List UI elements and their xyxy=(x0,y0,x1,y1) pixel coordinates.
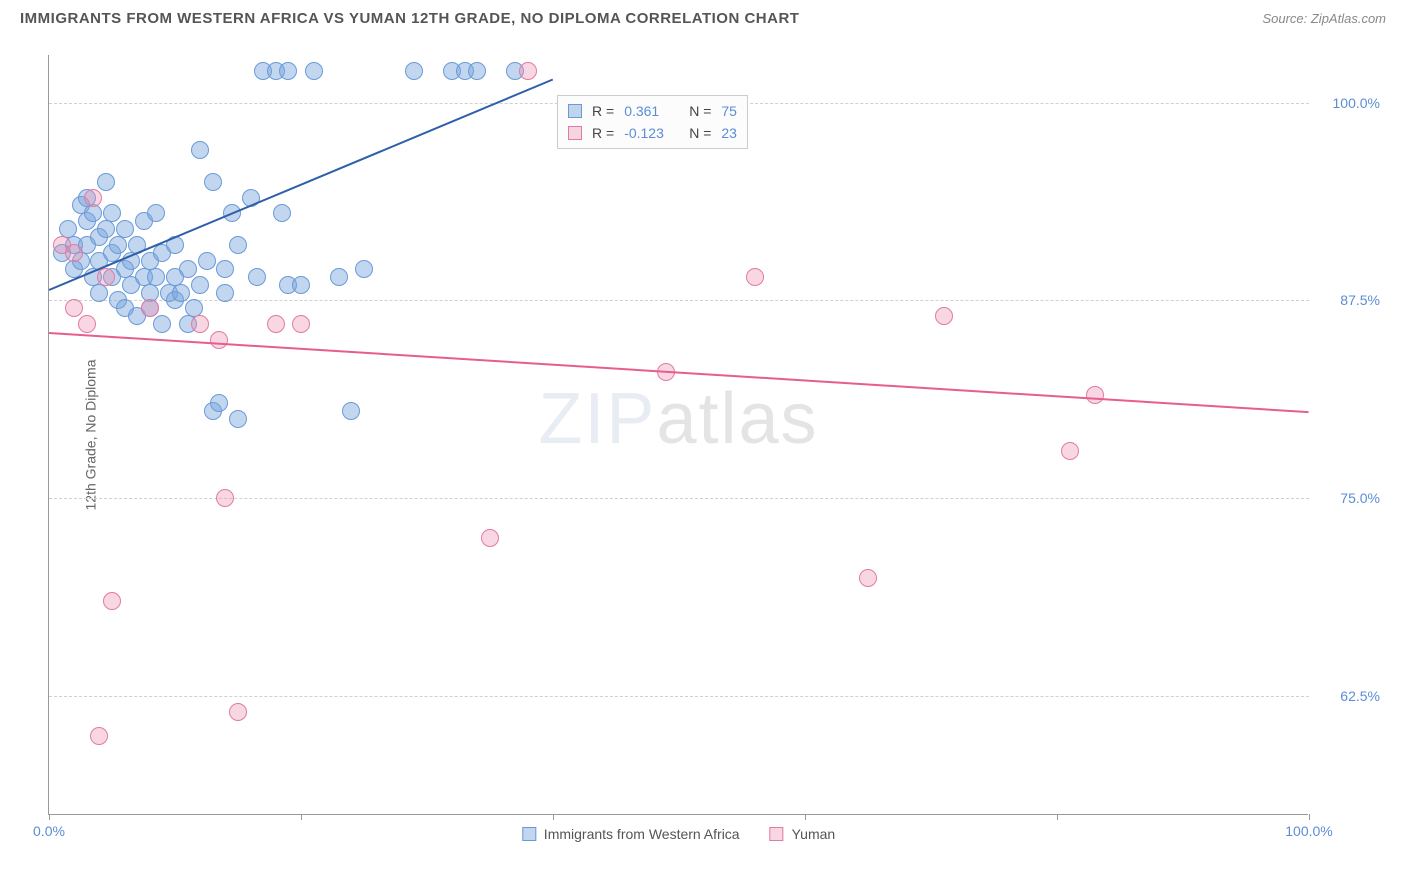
data-point xyxy=(90,727,108,745)
data-point xyxy=(216,260,234,278)
data-point xyxy=(267,315,285,333)
data-point xyxy=(210,394,228,412)
x-tick xyxy=(301,814,302,820)
legend-swatch xyxy=(568,126,582,140)
data-point xyxy=(191,315,209,333)
data-point xyxy=(330,268,348,286)
data-point xyxy=(97,220,115,238)
data-point xyxy=(204,173,222,191)
data-point xyxy=(179,260,197,278)
data-point xyxy=(97,268,115,286)
data-point xyxy=(147,204,165,222)
data-point xyxy=(97,173,115,191)
stats-legend-row: R = 0.361 N = 75 xyxy=(568,100,737,122)
data-point xyxy=(292,315,310,333)
data-point xyxy=(141,299,159,317)
data-point xyxy=(859,569,877,587)
data-point xyxy=(405,62,423,80)
data-point xyxy=(229,410,247,428)
y-tick-label: 100.0% xyxy=(1333,95,1380,111)
data-point xyxy=(746,268,764,286)
x-tick-label: 0.0% xyxy=(33,823,65,839)
data-point xyxy=(116,220,134,238)
bottom-legend: Immigrants from Western Africa Yuman xyxy=(522,826,835,842)
data-point xyxy=(84,189,102,207)
data-point xyxy=(172,284,190,302)
x-tick xyxy=(1057,814,1058,820)
gridline xyxy=(49,498,1309,499)
legend-swatch xyxy=(568,104,582,118)
data-point xyxy=(65,299,83,317)
data-point xyxy=(305,62,323,80)
data-point xyxy=(229,236,247,254)
data-point xyxy=(78,315,96,333)
watermark: ZIPatlas xyxy=(538,378,818,460)
data-point xyxy=(935,307,953,325)
data-point xyxy=(216,284,234,302)
data-point xyxy=(103,204,121,222)
data-point xyxy=(1086,386,1104,404)
y-tick-label: 75.0% xyxy=(1340,490,1380,506)
stats-legend: R = 0.361 N = 75R = -0.123 N = 23 xyxy=(557,95,748,149)
chart-title: IMMIGRANTS FROM WESTERN AFRICA VS YUMAN … xyxy=(20,10,799,27)
trend-line xyxy=(49,79,554,291)
plot-area: ZIPatlas 62.5%75.0%87.5%100.0%0.0%100.0%… xyxy=(48,55,1308,815)
chart-source: Source: ZipAtlas.com xyxy=(1262,11,1386,26)
legend-label: Yuman xyxy=(792,826,836,842)
data-point xyxy=(191,141,209,159)
y-tick-label: 87.5% xyxy=(1340,292,1380,308)
legend-swatch xyxy=(770,827,784,841)
legend-label: Immigrants from Western Africa xyxy=(544,826,740,842)
data-point xyxy=(519,62,537,80)
data-point xyxy=(90,284,108,302)
data-point xyxy=(1061,442,1079,460)
data-point xyxy=(279,62,297,80)
bottom-legend-item: Yuman xyxy=(770,826,836,842)
data-point xyxy=(210,331,228,349)
chart-header: IMMIGRANTS FROM WESTERN AFRICA VS YUMAN … xyxy=(0,0,1406,32)
data-point xyxy=(198,252,216,270)
chart-container: 12th Grade, No Diploma ZIPatlas 62.5%75.… xyxy=(48,55,1386,815)
data-point xyxy=(229,703,247,721)
x-tick xyxy=(553,814,554,820)
x-tick-label: 100.0% xyxy=(1285,823,1332,839)
legend-swatch xyxy=(522,827,536,841)
data-point xyxy=(153,315,171,333)
trend-line xyxy=(49,332,1309,413)
data-point xyxy=(216,489,234,507)
bottom-legend-item: Immigrants from Western Africa xyxy=(522,826,740,842)
data-point xyxy=(84,204,102,222)
data-point xyxy=(468,62,486,80)
data-point xyxy=(273,204,291,222)
data-point xyxy=(65,244,83,262)
y-tick-label: 62.5% xyxy=(1340,688,1380,704)
data-point xyxy=(248,268,266,286)
data-point xyxy=(481,529,499,547)
gridline xyxy=(49,696,1309,697)
data-point xyxy=(355,260,373,278)
data-point xyxy=(342,402,360,420)
data-point xyxy=(292,276,310,294)
data-point xyxy=(109,236,127,254)
stats-legend-row: R = -0.123 N = 23 xyxy=(568,122,737,144)
data-point xyxy=(191,276,209,294)
gridline xyxy=(49,300,1309,301)
x-tick xyxy=(49,814,50,820)
data-point xyxy=(103,592,121,610)
x-tick xyxy=(1309,814,1310,820)
data-point xyxy=(147,268,165,286)
x-tick xyxy=(805,814,806,820)
